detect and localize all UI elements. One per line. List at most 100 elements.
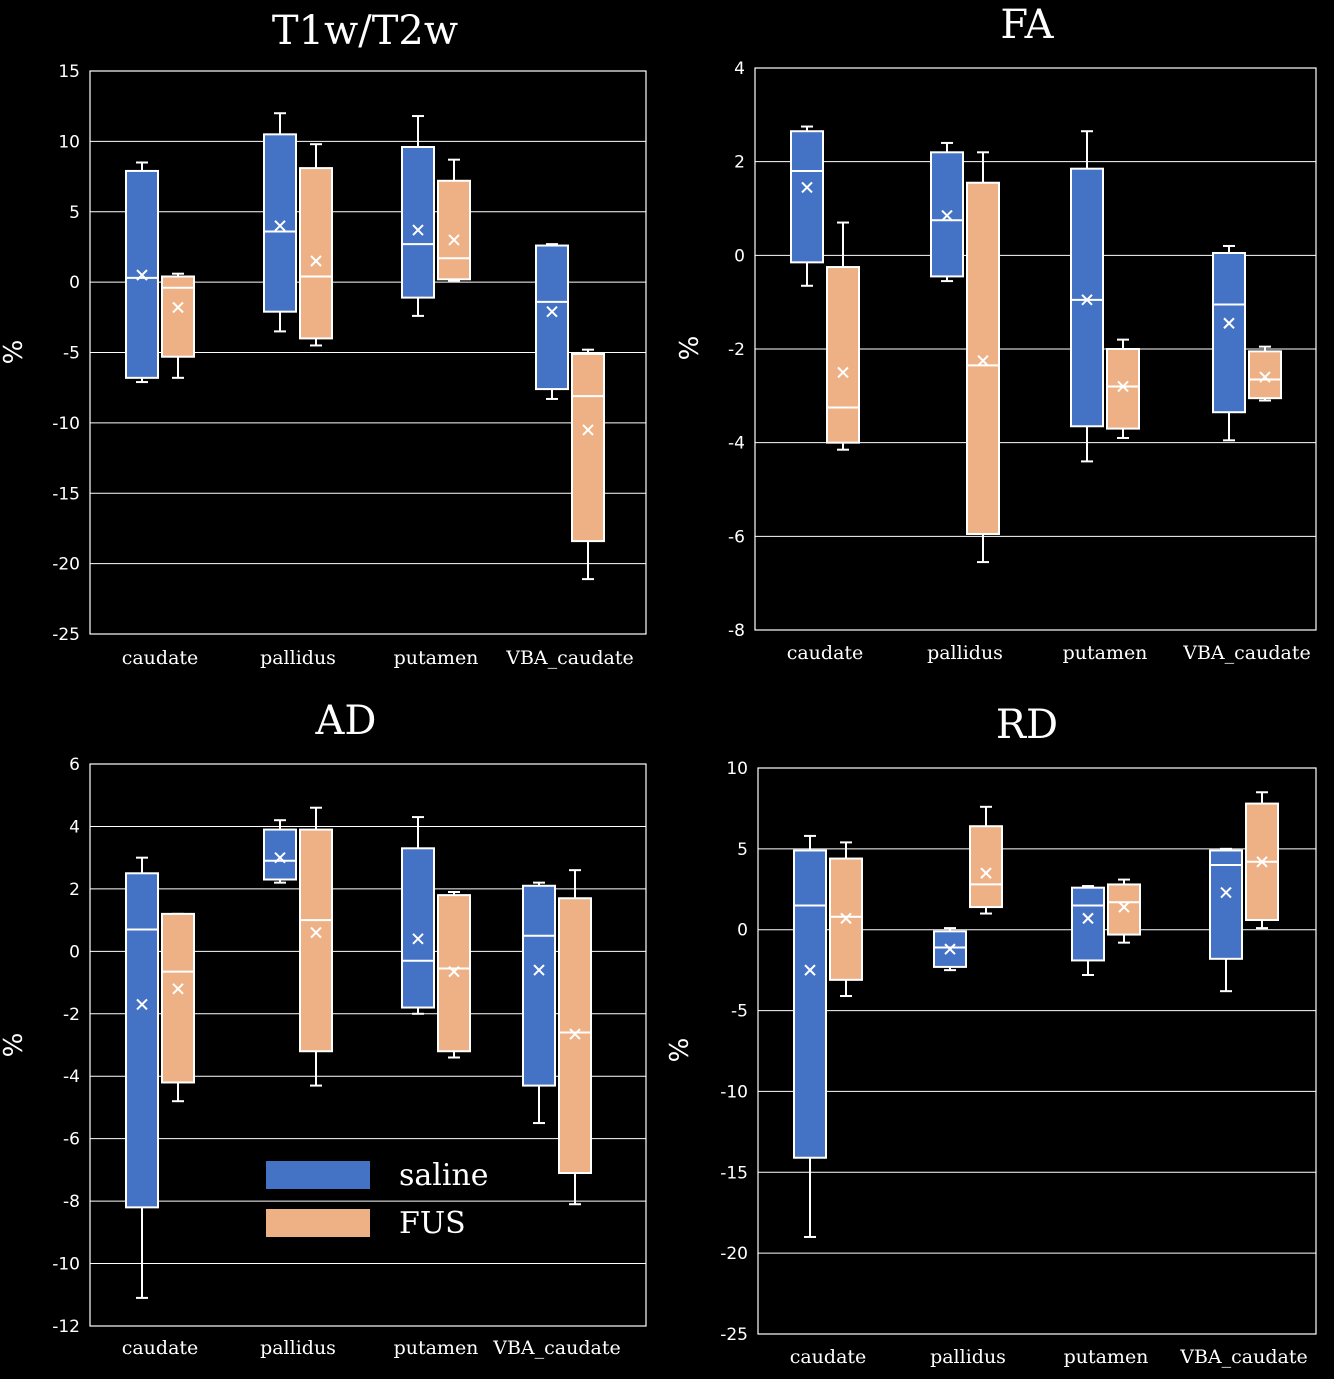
- mean-marker-stroke: [274, 851, 286, 864]
- box-body: [969, 825, 1003, 909]
- y-tick-label: -8: [728, 621, 745, 641]
- mean-marker-stroke: [1259, 371, 1271, 383]
- mean-marker-stroke: [1223, 317, 1235, 329]
- y-tick-label: 0: [69, 273, 80, 293]
- legend-item-saline: saline: [266, 1158, 489, 1193]
- box-fus-putamen: [437, 891, 471, 1059]
- x-category-label: pallidus: [927, 642, 1003, 664]
- y-tick-label: -2: [63, 1005, 80, 1025]
- box-body: [161, 912, 195, 1084]
- y-axis-label: %: [0, 340, 29, 365]
- y-tick-label: -8: [63, 1192, 80, 1212]
- panel-ad: AD% 6 4 2 0 -2 -4 -6 -8 -10 -12 caudate pallidus puta…: [0, 698, 647, 1359]
- mean-marker: [980, 867, 992, 879]
- box-saline-vba_caudate: [1212, 244, 1246, 442]
- mean-marker: [546, 305, 558, 318]
- x-category-label: caudate: [787, 642, 864, 664]
- box-fus-pallidus: [299, 806, 333, 1087]
- box-fus-vba_caudate: [1248, 345, 1282, 402]
- box-fus-putamen: [437, 158, 471, 282]
- box-body: [1071, 886, 1105, 962]
- box-saline-pallidus: [263, 819, 297, 884]
- x-category-label: VBA_caudate: [1182, 642, 1310, 664]
- mean-marker-stroke: [582, 424, 594, 436]
- box-body: [1106, 348, 1140, 430]
- box-body: [1248, 350, 1282, 400]
- box-body: [125, 872, 159, 1209]
- mean-marker-stroke: [801, 181, 813, 194]
- plot-frame: [89, 763, 647, 1327]
- mean-marker-stroke: [1256, 856, 1268, 868]
- mean-marker: [172, 983, 184, 995]
- x-category-label: putamen: [1064, 1346, 1149, 1368]
- mean-marker: [533, 964, 545, 976]
- x-category-label: caudate: [790, 1346, 867, 1368]
- box-body: [437, 179, 471, 281]
- mean-marker: [977, 355, 989, 367]
- y-tick-label: 5: [737, 840, 748, 860]
- mean-marker-stroke: [533, 964, 545, 976]
- box-fus-caudate: [826, 221, 860, 451]
- y-tick-label: 4: [734, 59, 745, 79]
- y-axis-label: %: [675, 336, 705, 361]
- box-saline-caudate: [790, 125, 824, 287]
- mean-marker: [310, 926, 322, 939]
- mean-marker-stroke: [172, 983, 184, 995]
- box-fus-vba_caudate: [558, 869, 592, 1206]
- mean-marker-stroke: [944, 943, 956, 955]
- box-saline-pallidus: [263, 112, 297, 333]
- box-saline-vba_caudate: [522, 881, 556, 1125]
- y-tick-label: -25: [52, 625, 80, 645]
- mean-marker-stroke: [448, 234, 460, 246]
- y-tick-label: -10: [52, 1255, 80, 1275]
- x-category-label: pallidus: [260, 647, 336, 669]
- box-body: [793, 849, 827, 1159]
- box-saline-vba_caudate: [1209, 847, 1243, 993]
- box-fus-pallidus: [966, 151, 1000, 564]
- mean-marker: [837, 366, 849, 379]
- plot-frame: [754, 67, 1317, 631]
- mean-marker-stroke: [448, 965, 460, 978]
- mean-marker-stroke: [941, 209, 953, 222]
- y-tick-label: 0: [69, 942, 80, 962]
- y-tick-label: 2: [69, 880, 80, 900]
- legend-swatch: [266, 1161, 370, 1189]
- box-fus-putamen: [1106, 338, 1140, 439]
- mean-marker-stroke: [1118, 901, 1130, 913]
- mean-marker: [1081, 294, 1093, 306]
- mean-marker-stroke: [980, 867, 992, 879]
- legend-item-fus: FUS: [266, 1206, 466, 1241]
- x-category-label: putamen: [1063, 642, 1148, 664]
- mean-marker: [448, 965, 460, 978]
- box-body: [161, 275, 195, 358]
- mean-marker: [448, 234, 460, 246]
- plot-frame: [757, 767, 1317, 1335]
- legend-label: FUS: [399, 1206, 466, 1241]
- box-body: [571, 352, 605, 543]
- y-tick-label: 15: [58, 62, 80, 82]
- mean-marker-stroke: [569, 1028, 581, 1040]
- mean-marker: [1220, 886, 1232, 899]
- y-tick-label: -4: [63, 1067, 80, 1087]
- y-tick-label: -4: [728, 434, 745, 454]
- mean-marker: [412, 933, 424, 945]
- mean-marker: [274, 851, 286, 864]
- mean-marker-stroke: [412, 224, 424, 236]
- y-tick-label: 2: [734, 153, 745, 173]
- legend-swatch: [266, 1209, 370, 1237]
- box-body: [966, 181, 1000, 535]
- mean-marker-stroke: [310, 926, 322, 939]
- panel-fa: FA% 4 2 0 -2 -4 -6 -8 caudate pallidus putamen VBA_…: [675, 2, 1317, 664]
- mean-marker-stroke: [310, 255, 322, 267]
- y-tick-label: -5: [731, 1002, 748, 1022]
- box-body: [522, 884, 556, 1087]
- y-tick-label: -20: [52, 555, 80, 575]
- mean-marker-stroke: [804, 964, 816, 976]
- legend-label: saline: [399, 1158, 489, 1193]
- mean-marker: [1118, 901, 1130, 913]
- x-category-label: VBA_caudate: [492, 1337, 620, 1359]
- y-tick-label: 10: [726, 759, 748, 779]
